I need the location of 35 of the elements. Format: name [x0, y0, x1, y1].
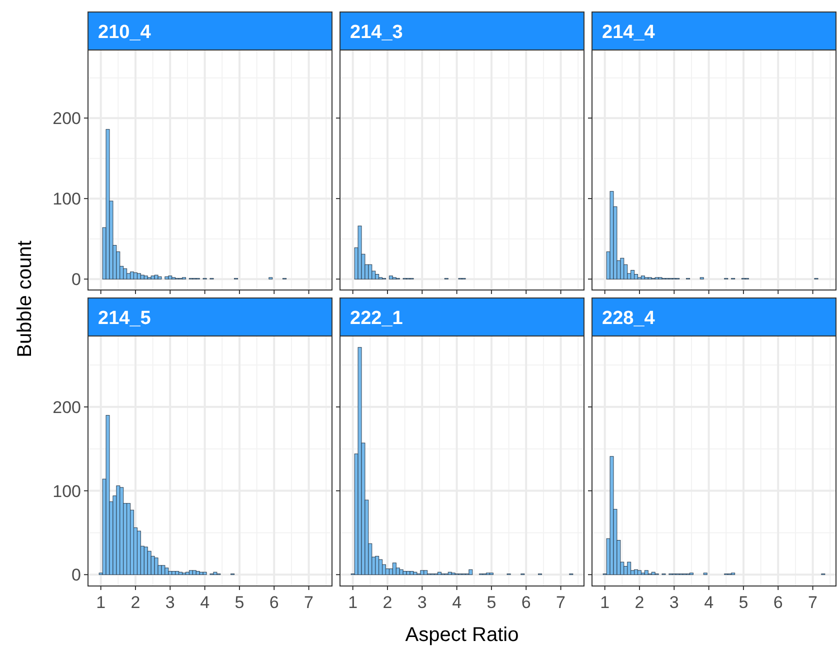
x-tick-label: 6 [521, 593, 531, 612]
chart-title: 228_4 [602, 308, 656, 329]
y-tick-label: 200 [52, 398, 81, 417]
x-axis-title: Aspect Ratio [405, 624, 519, 646]
y-axis-title: Bubble count [14, 240, 36, 358]
x-tick-label: 5 [234, 593, 244, 612]
x-tick-label: 3 [417, 593, 427, 612]
chart-title: 222_1 [350, 308, 404, 329]
x-tick-label: 7 [808, 593, 818, 612]
x-tick-label: 1 [96, 593, 106, 612]
y-tick-label: 0 [72, 566, 81, 585]
x-tick-label: 1 [348, 593, 358, 612]
x-tick-label: 2 [130, 593, 140, 612]
x-tick-label: 5 [738, 593, 748, 612]
x-tick-label: 4 [704, 593, 714, 612]
x-tick-label: 3 [669, 593, 679, 612]
x-tick-label: 5 [486, 593, 496, 612]
x-tick-label: 3 [165, 593, 175, 612]
x-tick-label: 6 [269, 593, 279, 612]
x-tick-label: 7 [304, 593, 314, 612]
y-tick-label: 200 [52, 109, 81, 128]
y-tick-label: 100 [52, 190, 81, 209]
x-tick-label: 7 [556, 593, 566, 612]
chart-title: 214_4 [602, 22, 656, 43]
x-tick-label: 1 [600, 593, 610, 612]
y-tick-label: 0 [72, 270, 81, 290]
chart-title: 210_4 [98, 22, 152, 43]
chart-title: 214_5 [98, 308, 152, 329]
x-tick-label: 2 [382, 593, 392, 612]
x-tick-label: 2 [634, 593, 644, 612]
x-tick-label: 4 [452, 593, 462, 612]
x-tick-label: 6 [773, 593, 783, 612]
chart-title: 214_3 [350, 22, 403, 43]
y-tick-label: 100 [52, 482, 81, 501]
x-tick-label: 4 [200, 593, 210, 612]
